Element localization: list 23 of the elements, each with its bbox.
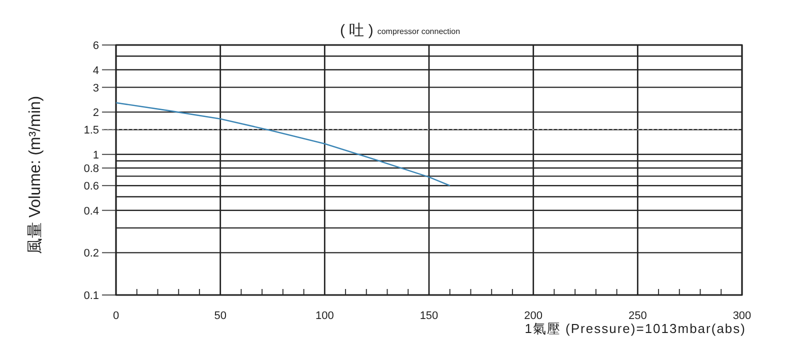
x-tick-label: 0	[112, 310, 120, 322]
y-tick-label: 2	[92, 107, 99, 120]
x-axis-title: 1氣壓 (Pressure)=1013mbar(abs)	[524, 321, 746, 336]
y-tick-label: 0.4	[84, 205, 99, 218]
x-tick-label: 250	[628, 310, 647, 322]
y-tick-label: 1	[92, 149, 99, 162]
x-tick-label: 50	[214, 310, 226, 322]
chart-subtitle: compressor connection	[377, 27, 460, 36]
y-tick-label: 6	[92, 40, 99, 52]
line-series	[115, 102, 451, 186]
y-tick-label: 1.5	[84, 124, 99, 137]
y-tick-label: 4	[92, 64, 99, 77]
y-tick-label: 0.2	[84, 248, 99, 260]
chart-title: ( 吐 )	[340, 22, 374, 39]
x-tick-label: 300	[732, 310, 752, 322]
x-tick-label: 150	[420, 310, 438, 322]
y-tick-label: 0.6	[84, 180, 99, 193]
y-tick-label: 0.1	[84, 290, 99, 302]
x-tick-label: 100	[315, 310, 334, 322]
y-axis-title: 風量 Volume: (m³/min)	[27, 96, 44, 254]
y-tick-label: 3	[92, 82, 99, 94]
x-tick-label: 200	[524, 310, 543, 322]
y-tick-label: 0.8	[84, 163, 99, 176]
